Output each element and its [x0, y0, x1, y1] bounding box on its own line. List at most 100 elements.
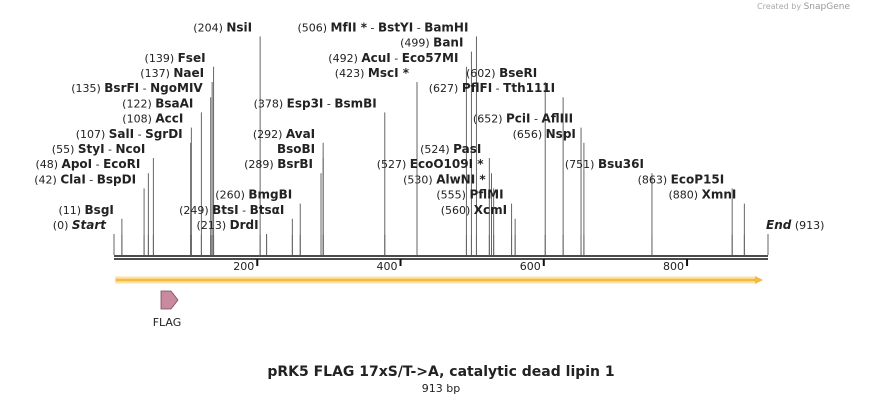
- site-btsi[interactable]: (249) BtsI - BtsαI: [179, 203, 284, 217]
- site-xcmi[interactable]: (560) XcmI: [441, 203, 507, 217]
- site-label[interactable]: (751) Bsu36I: [565, 157, 644, 171]
- site-label[interactable]: (42) ClaI - BspDI: [34, 172, 136, 186]
- site-label[interactable]: (530) AlwNI *: [403, 172, 486, 186]
- site-label[interactable]: (55) StyI - NcoI: [52, 142, 146, 156]
- site-bani[interactable]: (499) BanI: [400, 36, 463, 50]
- flag-arrow-icon[interactable]: [160, 290, 179, 310]
- site-bsgi[interactable]: (11) BsgI: [58, 203, 113, 217]
- site-label[interactable]: (213) DrdI: [197, 218, 259, 232]
- site-nspi[interactable]: (656) NspI: [513, 127, 576, 141]
- site-separator: -: [139, 82, 150, 95]
- site-label[interactable]: (135) BsrFI - NgoMIV: [71, 81, 203, 95]
- site-mfii[interactable]: (506) MfII * - BstYI - BamHI: [297, 20, 468, 34]
- site-position: (602): [466, 67, 499, 80]
- site-styi[interactable]: (55) StyI - NcoI: [52, 142, 146, 156]
- site-enzyme-name: PasI: [453, 142, 481, 156]
- site-naei[interactable]: (137) NaeI: [140, 66, 204, 80]
- site-position: (863): [638, 173, 671, 186]
- site-position: (560): [441, 204, 474, 217]
- site-label[interactable]: (656) NspI: [513, 127, 576, 141]
- site-position: (260): [215, 189, 248, 202]
- site-label[interactable]: (560) XcmI: [441, 203, 507, 217]
- site-label[interactable]: (289) BsrBI: [244, 157, 313, 171]
- site-label[interactable]: (204) NsiI: [193, 20, 252, 34]
- site-position: (139): [145, 52, 178, 65]
- site-start[interactable]: (0) Start: [53, 218, 107, 232]
- site-label[interactable]: (555) PflMI: [436, 188, 503, 202]
- site-msci[interactable]: (423) MscI *: [335, 66, 410, 80]
- site-position: (137): [140, 67, 173, 80]
- site-enzyme-name: BstYI: [378, 20, 413, 34]
- site-label[interactable]: (11) BsgI: [58, 203, 113, 217]
- site-label[interactable]: (506) MfII * - BstYI - BamHI: [297, 20, 468, 34]
- site-bsu36i[interactable]: (751) Bsu36I: [565, 157, 644, 171]
- site-nsii[interactable]: (204) NsiI: [193, 20, 252, 34]
- site-avai[interactable]: (292) AvaI: [253, 127, 315, 141]
- site-separator: -: [413, 21, 424, 34]
- site-label[interactable]: (139) FseI: [145, 51, 206, 65]
- site-label[interactable]: (499) BanI: [400, 36, 463, 50]
- site-label[interactable]: (652) PciI - AflIII: [473, 112, 573, 126]
- site-position: (378): [254, 97, 287, 110]
- site-xmni[interactable]: (880) XmnI: [669, 188, 737, 202]
- site-label[interactable]: (880) XmnI: [669, 188, 737, 202]
- site-pflfi[interactable]: (627) PflFI - Tth111I: [429, 81, 555, 95]
- site-label[interactable]: (292) AvaI: [253, 127, 315, 141]
- site-position: (122): [122, 97, 155, 110]
- site-enzyme-name: BanI: [433, 36, 463, 50]
- site-label[interactable]: (122) BsaAI: [122, 96, 193, 110]
- site-enzyme-name: NsiI: [226, 20, 252, 34]
- site-enzyme-name: PciI: [506, 112, 531, 126]
- site-bsrbi[interactable]: (289) BsrBI: [244, 157, 313, 171]
- site-label[interactable]: (524) PasI: [420, 142, 481, 156]
- site-label[interactable]: (492) AcuI - Eco57MI: [328, 51, 458, 65]
- site-end[interactable]: End (913): [766, 218, 824, 232]
- site-enzyme-name: BamHI: [424, 20, 468, 34]
- site-label[interactable]: (527) EcoO109I *: [377, 157, 485, 171]
- site-label[interactable]: (378) Esp3I - BsmBI: [254, 96, 377, 110]
- site-separator: -: [134, 128, 145, 141]
- snapgene-logo: SnapGene: [803, 2, 850, 12]
- site-bsobi[interactable]: BsoBI: [277, 142, 315, 156]
- site-pcii[interactable]: (652) PciI - AflIII: [473, 112, 573, 126]
- site-label[interactable]: (627) PflFI - Tth111I: [429, 81, 555, 95]
- site-label[interactable]: (0) Start: [53, 218, 107, 232]
- site-label[interactable]: (48) ApoI - EcoRI: [35, 157, 140, 171]
- site-apoi[interactable]: (48) ApoI - EcoRI: [35, 157, 140, 171]
- site-ecop15i[interactable]: (863) EcoP15I: [638, 172, 725, 186]
- orf-arrow[interactable]: [115, 276, 763, 284]
- site-label[interactable]: (107) SalI - SgrDI: [76, 127, 183, 141]
- site-clai[interactable]: (42) ClaI - BspDI: [34, 172, 136, 186]
- site-label[interactable]: BsoBI: [277, 142, 315, 156]
- site-label[interactable]: (863) EcoP15I: [638, 172, 725, 186]
- site-label[interactable]: (423) MscI *: [335, 66, 410, 80]
- site-esp3i[interactable]: (378) Esp3I - BsmBI: [254, 96, 377, 110]
- site-position: (423): [335, 67, 368, 80]
- site-label[interactable]: (108) AccI: [122, 112, 183, 126]
- site-fsei[interactable]: (139) FseI: [145, 51, 206, 65]
- site-sali[interactable]: (107) SalI - SgrDI: [76, 127, 183, 141]
- site-drdi[interactable]: (213) DrdI: [197, 218, 259, 232]
- site-position: (751): [565, 158, 598, 171]
- flag-feature[interactable]: FLAG: [153, 290, 182, 329]
- site-acui[interactable]: (492) AcuI - Eco57MI: [328, 51, 458, 65]
- site-bseri[interactable]: (602) BseRI: [466, 66, 537, 80]
- site-label[interactable]: End (913): [766, 218, 824, 232]
- site-label[interactable]: (249) BtsI - BtsαI: [179, 203, 284, 217]
- site-enzyme-name: SgrDI: [145, 127, 183, 141]
- site-bsaai[interactable]: (122) BsaAI: [122, 96, 193, 110]
- site-pasi[interactable]: (524) PasI: [420, 142, 481, 156]
- site-enzyme-name: BtsαI: [250, 203, 285, 217]
- site-alwni[interactable]: (530) AlwNI *: [403, 172, 486, 186]
- site-bmgbi[interactable]: (260) BmgBI: [215, 188, 292, 202]
- site-separator: -: [323, 97, 334, 110]
- site-position: (204): [193, 21, 226, 34]
- site-pflmi[interactable]: (555) PflMI: [436, 188, 503, 202]
- site-label[interactable]: (260) BmgBI: [215, 188, 292, 202]
- site-bsrfi[interactable]: (135) BsrFI - NgoMIV: [71, 81, 203, 95]
- site-acci[interactable]: (108) AccI: [122, 112, 183, 126]
- site-enzyme-name: BsaAI: [155, 96, 193, 110]
- site-ecoo109i[interactable]: (527) EcoO109I *: [377, 157, 485, 171]
- site-label[interactable]: (602) BseRI: [466, 66, 537, 80]
- site-label[interactable]: (137) NaeI: [140, 66, 204, 80]
